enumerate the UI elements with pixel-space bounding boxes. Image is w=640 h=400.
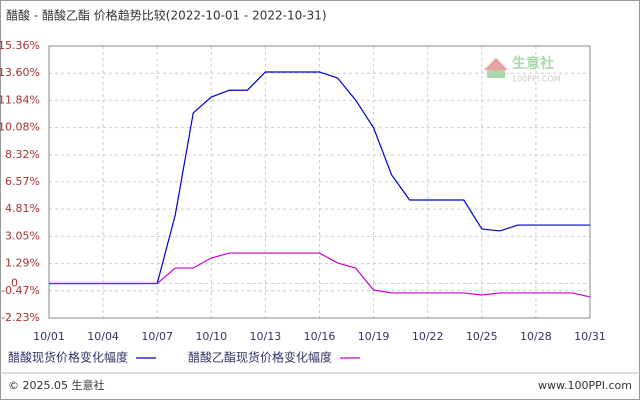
watermark-logo (484, 58, 508, 70)
x-tick-label: 10/10 (195, 330, 227, 343)
watermark-logo (487, 70, 505, 78)
legend-label: 醋酸现货价格变化幅度 (8, 350, 128, 365)
legend-label: 醋酸乙酯现货价格变化幅度 (188, 350, 332, 365)
x-tick-label: 10/22 (412, 330, 444, 343)
x-tick-label: 10/04 (87, 330, 119, 343)
x-tick-label: 10/16 (304, 330, 336, 343)
y-tick-label: -0.47% (1, 284, 40, 297)
plot-frame (48, 45, 591, 319)
x-tick-label: 10/25 (466, 330, 498, 343)
y-tick-label: 1.29% (5, 257, 40, 270)
x-tick-label: 10/31 (574, 330, 606, 343)
x-tick-label: 10/19 (358, 330, 390, 343)
y-tick-label: 4.81% (5, 202, 40, 215)
y-tick-label: 11.84% (0, 93, 40, 106)
series-line (49, 252, 591, 298)
watermark-name: 生意社 (512, 55, 554, 72)
x-tick-label: 10/28 (520, 330, 552, 343)
y-tick-label: 8.32% (5, 148, 40, 161)
x-tick-label: 10/07 (141, 330, 173, 343)
x-tick-label: 10/13 (250, 330, 282, 343)
y-tick-label: 6.57% (5, 175, 40, 188)
chart-title: 醋酸 - 醋酸乙酯 价格趋势比较(2022-10-01 - 2022-10-31… (6, 8, 327, 23)
footer-site: www.100PPI.com (538, 379, 632, 392)
y-tick-label: 15.36% (0, 39, 40, 52)
x-tick-label: 10/01 (33, 330, 65, 343)
y-tick-label: 10.08% (0, 121, 40, 134)
footer-copyright: © 2025.05 生意社 (8, 378, 104, 392)
y-tick-label: -2.23% (1, 311, 40, 324)
y-tick-label: 13.60% (0, 66, 40, 79)
y-tick-label: 3.05% (5, 229, 40, 242)
y-tick-label: 0 (11, 277, 18, 290)
